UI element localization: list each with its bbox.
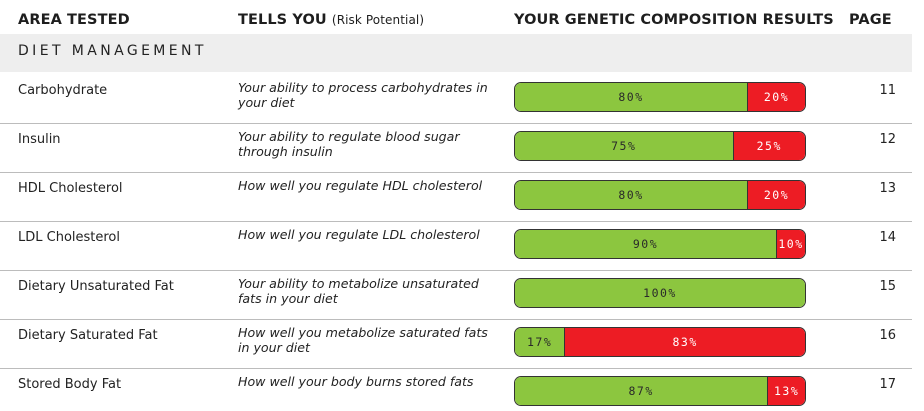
page-number: 14 (879, 230, 896, 245)
result-bar: 100% (514, 278, 806, 308)
risk-description: How well you metabolize saturated fats i… (238, 325, 488, 355)
risk-segment: 10% (776, 230, 805, 258)
result-bar: 75% 25% (514, 131, 806, 161)
risk-description: Your ability to regulate blood sugar thr… (238, 129, 460, 159)
table-row: Carbohydrate Your ability to process car… (0, 75, 912, 124)
risk-description: How well your body burns stored fats (238, 374, 474, 389)
result-bar: 90% 10% (514, 229, 806, 259)
area-name: LDL Cholesterol (18, 230, 121, 245)
risk-description: Your ability to metabolize unsaturated f… (238, 276, 479, 306)
risk-description: How well you regulate LDL cholesterol (238, 227, 480, 242)
risk-description: Your ability to process carbohydrates in… (238, 80, 488, 110)
header-area-tested: AREA TESTED (18, 12, 130, 28)
area-name: Stored Body Fat (18, 377, 122, 392)
header-tells-subtitle: (Risk Potential) (331, 13, 425, 27)
area-name: Dietary Unsaturated Fat (18, 279, 174, 294)
header-page: PAGE (849, 12, 892, 28)
good-segment: 80% (515, 181, 747, 209)
header-tells-you: TELLS YOU (Risk Potential) (238, 12, 424, 28)
row-divider (0, 172, 912, 173)
table-row: Dietary Saturated Fat How well you metab… (0, 320, 912, 369)
header-tells-label: TELLS YOU (238, 12, 327, 28)
section-title: DIET MANAGEMENT (18, 43, 207, 59)
header-results: YOUR GENETIC COMPOSITION RESULTS (514, 12, 834, 28)
page-number: 12 (879, 132, 896, 147)
table-row: Stored Body Fat How well your body burns… (0, 369, 912, 411)
row-divider (0, 123, 912, 124)
good-segment: 87% (515, 377, 768, 405)
area-name: Carbohydrate (18, 83, 108, 98)
row-divider (0, 319, 912, 320)
table-row: LDL Cholesterol How well you regulate LD… (0, 222, 912, 271)
page-number: 16 (879, 328, 896, 343)
good-segment: 80% (515, 83, 747, 111)
page-number: 15 (879, 279, 896, 294)
good-segment: 100% (515, 279, 805, 307)
risk-segment: 83% (564, 328, 805, 356)
page-number: 11 (879, 83, 896, 98)
risk-segment: 20% (747, 83, 805, 111)
area-name: Insulin (18, 132, 61, 147)
good-segment: 90% (515, 230, 776, 258)
risk-segment: 13% (767, 377, 805, 405)
good-segment: 75% (515, 132, 733, 160)
area-name: Dietary Saturated Fat (18, 328, 158, 343)
good-segment: 17% (515, 328, 565, 356)
row-divider (0, 368, 912, 369)
area-name: HDL Cholesterol (18, 181, 123, 196)
result-bar: 87% 13% (514, 376, 806, 406)
risk-description: How well you regulate HDL cholesterol (238, 178, 483, 193)
page-number: 13 (879, 181, 896, 196)
row-divider (0, 270, 912, 271)
risk-segment: 20% (747, 181, 805, 209)
result-bar: 80% 20% (514, 82, 806, 112)
result-bar: 17% 83% (514, 327, 806, 357)
page-number: 17 (879, 377, 896, 392)
row-divider (0, 221, 912, 222)
section-diet-management: DIET MANAGEMENT (0, 34, 912, 72)
table-row: Insulin Your ability to regulate blood s… (0, 124, 912, 173)
result-bar: 80% 20% (514, 180, 806, 210)
risk-segment: 25% (732, 132, 805, 160)
table-row: HDL Cholesterol How well you regulate HD… (0, 173, 912, 222)
table-row: Dietary Unsaturated Fat Your ability to … (0, 271, 912, 320)
